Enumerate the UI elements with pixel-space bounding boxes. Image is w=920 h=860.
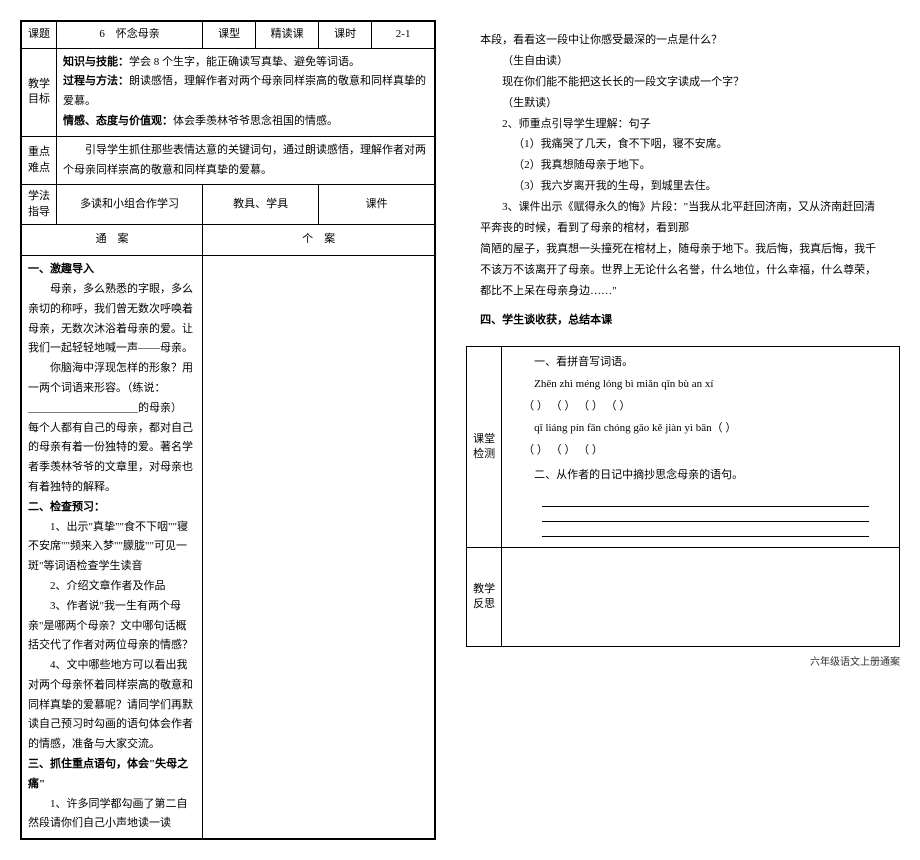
right-top-section: 本段，看看这一段中让你感受最深的一点是什么？ （生自由读） 现在你们能不能把这长… xyxy=(466,20,900,340)
s4-title: 四、学生谈收获，总结本课 xyxy=(480,310,886,331)
r-l3: 现在你们能不能把这长长的一段文字读成一个字？ xyxy=(480,72,886,93)
method-row: 学法指导 多读和小组合作学习 教具、学具 课件 xyxy=(22,185,435,225)
keypoint-text: 引导学生抓住那些表情达意的关键词句，通过朗读感悟，理解作者对两个母亲同样崇高的敬… xyxy=(57,136,435,185)
goal-line2: 过程与方法：朗读感悟，理解作者对两个母亲同样崇高的敬意和同样真挚的爱慕。 xyxy=(63,72,428,112)
method-label: 学法指导 xyxy=(22,185,57,225)
s3-i1: 1、许多同学都勾画了第二自然段请你们自己小声地读一读 xyxy=(28,795,196,835)
body-row: 一、激趣导入 母亲，多么熟悉的字眼，多么亲切的称呼，我们曾无数次呼唤着母亲，无数… xyxy=(22,256,435,839)
r-l4: （生默读） xyxy=(480,93,886,114)
s3-title: 三、抓住重点语句，体会"失母之痛" xyxy=(28,755,196,795)
s1-p2: 你脑海中浮现怎样的形象？用一两个词语来形容。（练说：______________… xyxy=(28,359,196,418)
r-l6-2: 简陋的屋子，我真想一头撞死在棺材上，随母亲于地下。我后悔，我真后悔，我千不该万不… xyxy=(480,239,886,302)
r-l5a: （1）我痛哭了几天，食不下咽，寝不安席。 xyxy=(480,134,886,155)
fansi-body xyxy=(502,548,900,647)
fill-line-1 xyxy=(542,496,869,507)
goal-line1: 知识与技能：学会 8 个生字，能正确读写真挚、避免等词语。 xyxy=(63,53,428,73)
topic-label: 课题 xyxy=(22,22,57,49)
lesson-plan-table: 课题 6 怀念母亲 课型 精读课 课时 2-1 教学目标 知识与技能：学会 8 … xyxy=(21,21,435,839)
gean-label: 个 案 xyxy=(203,225,435,256)
r-l6-1: 3、课件出示《赋得永久的悔》片段："当我从北平赶回济南，又从济南赶回清平奔丧的时… xyxy=(480,197,886,239)
r-l1: 本段，看看这一段中让你感受最深的一点是什么？ xyxy=(480,30,886,51)
g1t: 学会 8 个生字，能正确读写真挚、避免等词语。 xyxy=(129,56,360,68)
goals-label: 教学目标 xyxy=(22,48,57,136)
s1-title: 一、激趣导入 xyxy=(28,260,196,280)
tongan-body: 一、激趣导入 母亲，多么熟悉的字眼，多么亲切的称呼，我们曾无数次呼唤着母亲，无数… xyxy=(22,256,203,839)
keypoint-label: 重点难点 xyxy=(22,136,57,185)
type-value: 精读课 xyxy=(256,22,319,49)
fansi-label: 教学反思 xyxy=(467,548,502,647)
s1-p3: 每个人都有自己的母亲，都对自己的母亲有着一份独特的爱。著名学者季羡林爷爷的文章里… xyxy=(28,419,196,498)
s2-i4: 4、文中哪些地方可以看出我对两个母亲怀着同样崇高的敬意和同样真挚的爱慕呢？请同学… xyxy=(28,656,196,755)
paren1: （ ） （ ） （ ） （ ） xyxy=(512,397,889,417)
tool-label: 教具、学具 xyxy=(203,185,319,225)
ketang-body: 一、看拼音写词语。 Zhēn zhì méng lóng bì miǎn qǐn… xyxy=(502,347,900,548)
g2b: 过程与方法： xyxy=(63,75,129,87)
gean-body xyxy=(203,256,435,839)
topic-value: 6 怀念母亲 xyxy=(57,22,203,49)
g1b: 知识与技能： xyxy=(63,56,129,68)
q2-title: 二、从作者的日记中摘抄思念母亲的语句。 xyxy=(512,466,889,486)
r-l2: （生自由读） xyxy=(480,51,886,72)
method-text: 多读和小组合作学习 xyxy=(57,185,203,225)
s1-p1: 母亲，多么熟悉的字眼，多么亲切的称呼，我们曾无数次呼唤着母亲，无数次沐浴着母亲的… xyxy=(28,280,196,359)
s2-title: 二、检查预习： xyxy=(28,498,196,518)
fansi-row: 教学反思 xyxy=(467,548,900,647)
r-l5b: （2）我真想随母亲于地下。 xyxy=(480,155,886,176)
tongan-label: 通 案 xyxy=(22,225,203,256)
g3b: 情感、态度与价值观： xyxy=(63,115,173,127)
py1: Zhēn zhì méng lóng bì miǎn qǐn bù an xí xyxy=(512,375,889,395)
r-l5: 2、师重点引导学生理解：句子 xyxy=(480,114,886,135)
goals-row: 教学目标 知识与技能：学会 8 个生字，能正确读写真挚、避免等词语。 过程与方法… xyxy=(22,48,435,136)
right-page: 本段，看看这一段中让你感受最深的一点是什么？ （生自由读） 现在你们能不能把这长… xyxy=(466,20,900,840)
period-value: 2-1 xyxy=(372,22,435,49)
q1-title: 一、看拼音写词语。 xyxy=(512,353,889,373)
ketang-table: 课堂检测 一、看拼音写词语。 Zhēn zhì méng lóng bì miǎ… xyxy=(466,346,900,647)
left-page: 课题 6 怀念母亲 课型 精读课 课时 2-1 教学目标 知识与技能：学会 8 … xyxy=(20,20,436,840)
py2: qī liáng pín fān chóng gāo kě jiàn yì bā… xyxy=(512,419,889,439)
r-l5c: （3）我六岁离开我的生母，到城里去住。 xyxy=(480,176,886,197)
tool-value: 课件 xyxy=(319,185,435,225)
fill-line-2 xyxy=(542,511,869,522)
subheader-row: 通 案 个 案 xyxy=(22,225,435,256)
ketang-row: 课堂检测 一、看拼音写词语。 Zhēn zhì méng lóng bì miǎ… xyxy=(467,347,900,548)
period-label: 课时 xyxy=(319,22,372,49)
goals-cell: 知识与技能：学会 8 个生字，能正确读写真挚、避免等词语。 过程与方法：朗读感悟… xyxy=(57,48,435,136)
paren2: （ ） （ ） （ ） xyxy=(512,441,889,461)
s2-i1: 1、出示"真挚""食不下咽""寝不安席""频来入梦""朦胧""可见一斑"等词语检… xyxy=(28,518,196,577)
fill-line-3 xyxy=(542,526,869,537)
type-label: 课型 xyxy=(203,22,256,49)
s2-i3: 3、作者说"我一生有两个母亲"是哪两个母亲？文中哪句话概括交代了作者对两位母亲的… xyxy=(28,597,196,656)
g3t: 体会季羡林爷爷思念祖国的情感。 xyxy=(173,115,338,127)
s2-i2: 2、介绍文章作者及作品 xyxy=(28,577,196,597)
keypoint-row: 重点难点 引导学生抓住那些表情达意的关键词句，通过朗读感悟，理解作者对两个母亲同… xyxy=(22,136,435,185)
goal-line3: 情感、态度与价值观：体会季羡林爷爷思念祖国的情感。 xyxy=(63,112,428,132)
footer-text: 六年级语文上册通案 xyxy=(466,653,900,668)
header-row: 课题 6 怀念母亲 课型 精读课 课时 2-1 xyxy=(22,22,435,49)
ketang-label: 课堂检测 xyxy=(467,347,502,548)
